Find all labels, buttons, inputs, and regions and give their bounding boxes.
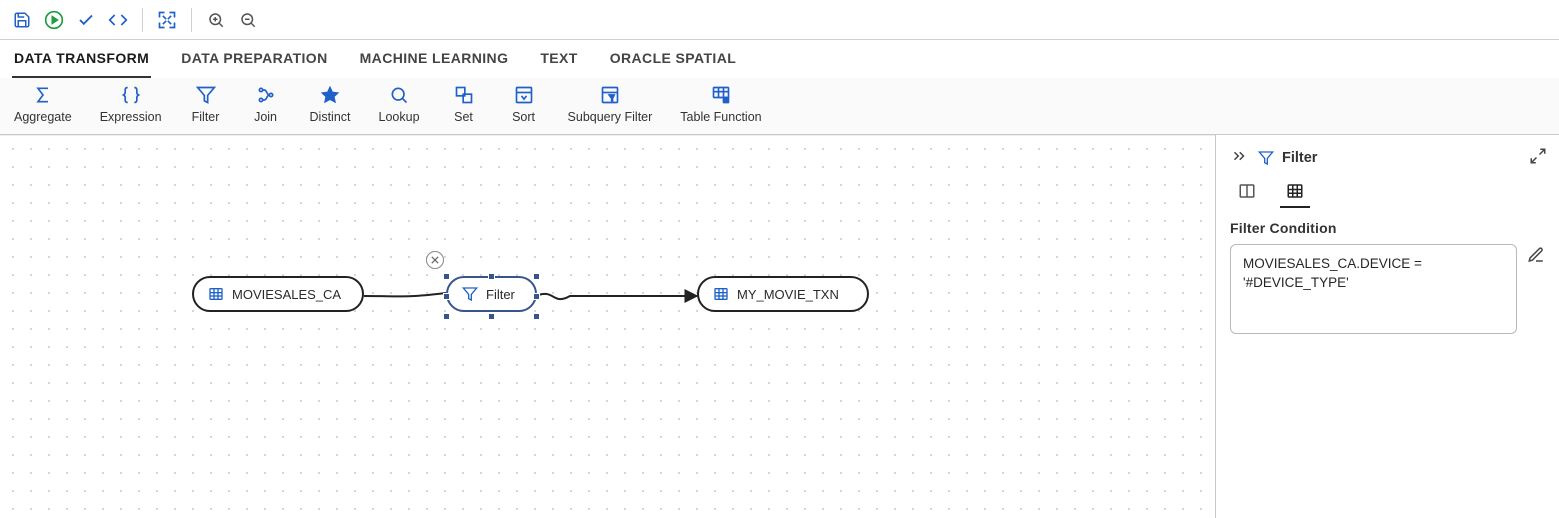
code-button[interactable] [104,6,132,34]
close-icon [431,256,439,264]
diagram-node-filter[interactable]: Filter [446,276,537,312]
filter-condition-heading: Filter Condition [1230,220,1545,236]
funnel-icon [1258,150,1274,166]
zoom-in-icon [207,11,225,29]
zoom-out-icon [239,11,257,29]
category-tab[interactable]: MACHINE LEARNING [358,40,511,78]
ribbon-item-label: Lookup [379,110,420,124]
delete-node-button[interactable] [426,251,444,269]
toolbar-separator [142,8,143,32]
selection-handle[interactable] [443,273,450,280]
diagram-canvas[interactable]: MOVIESALES_CA Filter MY_MOVIE_TXN [0,135,1215,518]
node-label: MY_MOVIE_TXN [737,287,839,302]
save-button[interactable] [8,6,36,34]
expand-panel-button[interactable] [1529,147,1547,168]
tablefn-icon [711,84,731,106]
ribbon-item-expression[interactable]: Expression [86,82,176,126]
fit-icon [157,10,177,30]
star-icon [320,84,340,106]
ribbon-item-label: Join [254,110,277,124]
category-tab[interactable]: DATA TRANSFORM [12,40,151,78]
edges-layer [0,136,1215,518]
top-toolbar [0,0,1559,40]
category-tab[interactable]: ORACLE SPATIAL [608,40,738,78]
diagram-edge [536,294,697,299]
ribbon-item-label: Distinct [310,110,351,124]
ribbon-item-label: Sort [512,110,535,124]
run-icon [44,10,64,30]
category-tab[interactable]: TEXT [538,40,579,78]
sigma-icon [33,84,53,106]
filter-condition-text: MOVIESALES_CA.DEVICE = '#DEVICE_TYPE' [1230,244,1517,334]
ribbon-item-label: Set [454,110,473,124]
search-icon [389,84,409,106]
filter-icon [462,286,478,302]
ribbon-item-label: Filter [192,110,220,124]
table-icon [1286,182,1304,200]
fit-to-screen-button[interactable] [153,6,181,34]
expand-icon [1529,147,1547,165]
ribbon-item-label: Aggregate [14,110,72,124]
validate-button[interactable] [72,6,100,34]
ribbon-item-label: Subquery Filter [568,110,653,124]
panel-title: Filter [1282,150,1521,166]
ribbon-item-filter[interactable]: Filter [176,82,236,126]
columns-icon [1238,182,1256,200]
collapse-panel-button[interactable] [1228,145,1250,170]
ribbon-item-aggregate[interactable]: Aggregate [0,82,86,126]
braces-icon [121,84,141,106]
diagram-node-table[interactable]: MY_MOVIE_TXN [697,276,869,312]
toolbar-separator [191,8,192,32]
selection-handle[interactable] [443,293,450,300]
panel-tab-attributes[interactable] [1280,178,1310,208]
zoom-out-button[interactable] [234,6,262,34]
edit-icon [1527,246,1545,264]
category-tabs: DATA TRANSFORM DATA PREPARATION MACHINE LE… [0,40,1559,78]
selection-handle[interactable] [488,273,495,280]
ribbon-item-label: Expression [100,110,162,124]
set-icon [454,84,474,106]
table-icon [713,286,729,302]
selection-handle[interactable] [443,313,450,320]
ribbon-item-label: Table Function [680,110,761,124]
node-label: Filter [486,287,515,302]
panel-tabs [1216,176,1559,208]
ribbon-item-join[interactable]: Join [236,82,296,126]
ribbon-item-sort[interactable]: Sort [494,82,554,126]
sort-icon [514,84,534,106]
category-tab[interactable]: DATA PREPARATION [179,40,329,78]
ribbon-item-distinct[interactable]: Distinct [296,82,365,126]
ribbon-item-set[interactable]: Set [434,82,494,126]
edit-condition-button[interactable] [1527,246,1545,267]
ribbon: Aggregate Expression Filter Join Distinct Loo… [0,78,1559,135]
selection-handle[interactable] [533,293,540,300]
save-icon [13,11,31,29]
table-icon [208,286,224,302]
zoom-in-button[interactable] [202,6,230,34]
ribbon-item-subquery-filter[interactable]: Subquery Filter [554,82,667,126]
branch-icon [256,84,276,106]
diagram-edge [364,293,446,296]
selection-handle[interactable] [488,313,495,320]
selection-handle[interactable] [533,273,540,280]
node-label: MOVIESALES_CA [232,287,341,302]
properties-panel: Filter Filter Condition MOVIESALES_CA.DE… [1215,135,1559,518]
subfilter-icon [600,84,620,106]
run-button[interactable] [40,6,68,34]
panel-tab-columns[interactable] [1232,178,1262,208]
ribbon-item-table-function[interactable]: Table Function [666,82,775,126]
check-icon [77,11,95,29]
funnel-icon [196,84,216,106]
chevrons-right-icon [1230,147,1248,165]
ribbon-item-lookup[interactable]: Lookup [365,82,434,126]
diagram-node-table[interactable]: MOVIESALES_CA [192,276,364,312]
selection-handle[interactable] [533,313,540,320]
code-icon [108,10,128,30]
